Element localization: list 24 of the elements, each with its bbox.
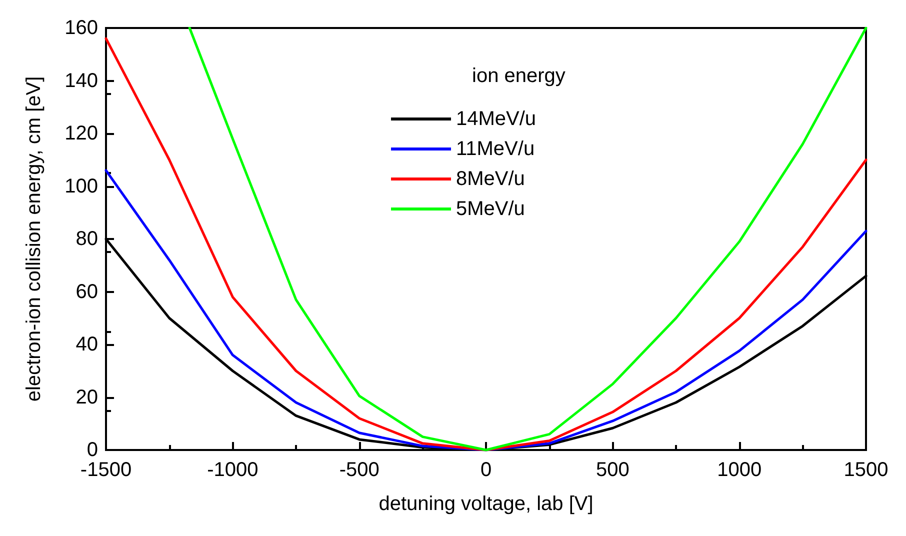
x-tick-label: -1000: [207, 459, 258, 481]
y-tick-label: 0: [86, 439, 98, 461]
legend-label: 8MeV/u: [456, 168, 525, 190]
y-tick-label: 160: [64, 17, 98, 39]
y-tick-label: 100: [64, 175, 98, 198]
line-series: [104, 169, 868, 452]
x-tick-label: -500: [339, 459, 380, 481]
y-tick-label: 120: [64, 122, 98, 144]
legend-label: 14MeV/u: [456, 108, 536, 130]
x-tick-label: 1500: [844, 459, 888, 481]
legend-label: 5MeV/u: [456, 198, 525, 220]
y-tick-label: 80: [76, 228, 98, 250]
y-tick-label: 20: [76, 386, 98, 408]
y-tick-label: 140: [64, 70, 98, 92]
x-tick-label: -1500: [80, 459, 132, 481]
x-tick-label: 500: [596, 459, 630, 481]
x-tick-label: 1000: [717, 459, 762, 481]
legend-label: 11MeV/u: [456, 138, 535, 160]
y-tick-label: 60: [76, 280, 98, 303]
x-axis-title: detuning voltage, lab [V]: [378, 493, 594, 515]
y-axis-title: electron-ion collision energy, cm [eV]: [23, 76, 45, 402]
y-tick-label: 40: [76, 334, 98, 356]
legend-title: ion energy: [472, 65, 566, 87]
x-tick-label: 0: [480, 459, 492, 481]
